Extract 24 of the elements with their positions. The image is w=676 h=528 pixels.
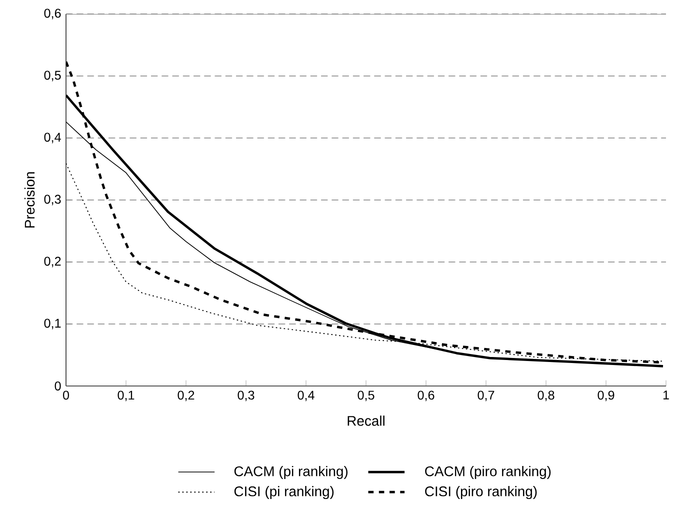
x-tick-label: 0,4	[298, 390, 314, 402]
x-tick-label: 0	[63, 390, 70, 400]
x-tick-label: 0,1	[118, 390, 134, 402]
y-axis-title: Precision	[24, 172, 35, 228]
legend-label: CISI (pi ranking)	[234, 486, 334, 500]
x-tick-label: 0,2	[178, 390, 194, 402]
y-tick-label: 0,1	[44, 318, 61, 330]
legend-label: CACM (pi ranking)	[234, 466, 348, 479]
y-tick-label: 0,4	[44, 132, 61, 144]
legend-label: CISI (piro ranking)	[425, 486, 537, 500]
x-tick-label: 0,7	[478, 390, 494, 402]
x-axis-title: Recall	[348, 416, 384, 426]
x-tick-label: 0,5	[358, 390, 374, 402]
x-tick-label: 0,8	[538, 390, 554, 402]
y-tick-label: 0,2	[44, 256, 61, 268]
y-tick-label: 0,6	[44, 8, 61, 20]
y-tick-label: 0	[54, 382, 61, 390]
legend-label: CACM (piro ranking)	[425, 466, 551, 479]
x-tick-label: 0,6	[418, 390, 434, 402]
x-tick-label: 0,9	[598, 390, 614, 402]
y-tick-label: 0,3	[44, 194, 61, 206]
x-tick-label: 1	[663, 390, 669, 400]
y-tick-label: 0,5	[44, 70, 61, 82]
x-tick-label: 0,3	[238, 390, 254, 402]
